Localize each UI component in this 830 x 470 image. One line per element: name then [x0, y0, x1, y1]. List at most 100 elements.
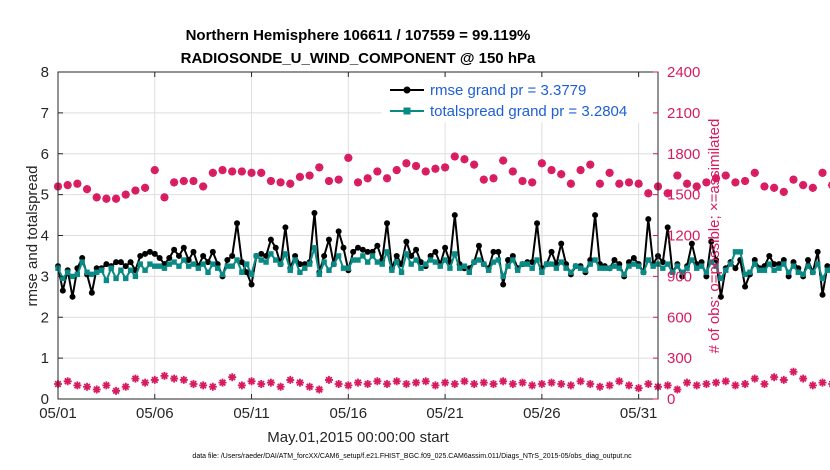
totalspread-point [558, 259, 564, 265]
obs-possible-marker [82, 185, 92, 194]
obs-asterisk [518, 378, 527, 387]
totalspread-point [147, 261, 153, 267]
y-tick-label-right: 1500 [667, 187, 700, 204]
y-tick-label-left: 2 [41, 309, 49, 326]
obs-possible-marker [324, 176, 334, 186]
totalspread-point [819, 275, 826, 282]
obs-possible-marker [237, 167, 246, 176]
obs-assimilated-marker [576, 377, 585, 386]
obs-asterisk [160, 371, 169, 380]
obs-assimilated-marker [266, 378, 275, 387]
obs-asterisk [92, 385, 101, 394]
totalspread-point [258, 257, 264, 263]
rmse-point [238, 259, 245, 266]
obs-asterisk [750, 168, 759, 177]
totalspread-point [108, 265, 114, 271]
obs-asterisk [644, 380, 653, 389]
obs-assimilated-marker [818, 378, 827, 387]
obs-assimilated-marker [170, 374, 179, 383]
rmse-point [558, 240, 565, 247]
obs-assimilated-marker [741, 380, 750, 389]
obs-asterisk [218, 166, 227, 175]
obs-asterisk [702, 178, 711, 187]
rmse-point [374, 242, 381, 249]
obs-possible-marker [508, 167, 517, 176]
totalspread-point [689, 257, 695, 263]
obs-asterisk [324, 177, 333, 185]
obs-asterisk [421, 167, 430, 176]
totalspread-point [602, 265, 608, 271]
totalspread-point [814, 261, 821, 267]
obs-possible-marker [721, 171, 730, 180]
totalspread-point [795, 269, 802, 275]
totalspread-point [752, 261, 758, 267]
obs-asterisk [779, 375, 788, 384]
totalspread-point [156, 263, 163, 269]
obs-asterisk [334, 175, 343, 184]
totalspread-point [568, 269, 574, 275]
obs-assimilated-marker [218, 378, 227, 387]
y-tick-label-right: 2400 [667, 64, 700, 81]
obs-assimilated-marker [450, 380, 459, 389]
obs-asterisk [576, 166, 585, 175]
y-tick-label-right: 1200 [667, 228, 700, 245]
obs-asterisk [431, 381, 440, 390]
obs-asterisk [266, 177, 275, 185]
obs-asterisk [450, 380, 459, 389]
legend-marker-rmse [403, 86, 411, 94]
totalspread-point [398, 269, 405, 275]
obs-asterisk [547, 378, 556, 387]
y-tick-label-left: 1 [41, 350, 49, 367]
obs-assimilated-marker [179, 375, 188, 384]
totalspread-point [408, 261, 414, 267]
obs-asterisk [741, 177, 750, 185]
obs-assimilated-marker [528, 381, 537, 390]
obs-possible-marker [160, 193, 169, 202]
totalspread-point [664, 261, 671, 267]
totalspread-point [761, 267, 768, 273]
obs-possible-marker [818, 168, 827, 177]
obs-possible-marker [489, 174, 498, 183]
obs-possible-marker [779, 187, 788, 196]
rmse-point [224, 257, 231, 264]
obs-asterisk [557, 170, 566, 179]
obs-asterisk [489, 174, 498, 183]
obs-asterisk [218, 378, 227, 387]
rmse-point [451, 212, 458, 219]
obs-possible-marker [789, 175, 798, 184]
rmse-point [732, 265, 739, 272]
totalspread-point [432, 259, 439, 265]
rmse-point [200, 252, 207, 259]
totalspread-point [737, 249, 743, 255]
obs-possible-marker [73, 179, 82, 188]
obs-asterisk [595, 382, 604, 391]
obs-possible-marker [286, 179, 295, 188]
totalspread-point [60, 275, 66, 282]
rmse-point [117, 259, 124, 266]
totalspread-point [500, 273, 506, 280]
obs-possible-marker [257, 168, 266, 177]
obs-asterisk [799, 181, 808, 190]
obs-asterisk [789, 175, 798, 184]
obs-possible-marker [557, 170, 566, 179]
totalspread-point [74, 271, 81, 278]
totalspread-point [592, 257, 598, 263]
obs-asterisk [605, 381, 614, 390]
legend-label-totalspread: totalspread grand pr = 3.2804 [430, 103, 627, 120]
rmse-point [688, 240, 695, 247]
x-tick-label: 05/06 [136, 405, 174, 422]
x-tick-label: 05/21 [426, 405, 464, 422]
obs-asterisk [508, 380, 517, 389]
obs-asterisk [63, 181, 72, 190]
obs-assimilated-marker [702, 380, 711, 389]
obs-assimilated-marker [83, 382, 92, 391]
obs-asterisk [528, 381, 537, 390]
obs-asterisk [566, 381, 575, 390]
rmse-point [630, 254, 637, 261]
obs-asterisk [295, 378, 304, 387]
rmse-point [413, 246, 420, 253]
obs-assimilated-marker [431, 381, 440, 390]
totalspread-point [277, 261, 284, 267]
obs-asterisk [112, 386, 121, 395]
rmse-point [325, 236, 332, 243]
